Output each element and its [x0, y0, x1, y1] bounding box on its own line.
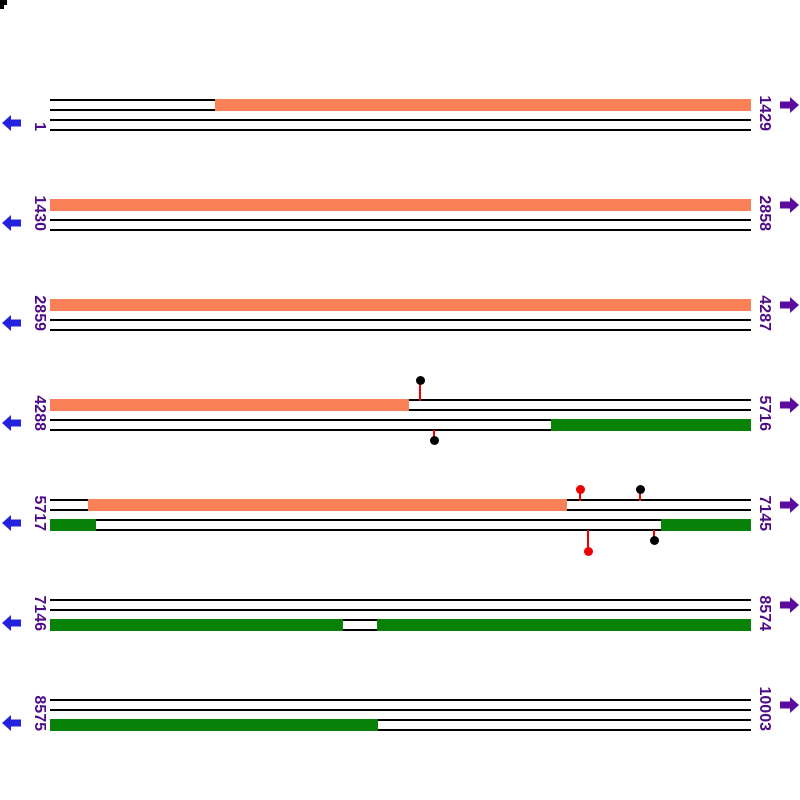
track-line	[50, 699, 751, 701]
marker-dot-black	[649, 535, 659, 545]
track-line	[50, 529, 751, 531]
track-line	[50, 709, 751, 711]
track-line	[50, 229, 751, 231]
marker-stem	[639, 489, 641, 501]
segment-start-coordinate: 8575	[31, 695, 48, 731]
next-segment-arrow-icon	[780, 197, 799, 213]
marker-stem	[587, 530, 589, 551]
next-segment-arrow-icon	[780, 97, 799, 113]
track-line	[50, 329, 751, 331]
marker-dot-red	[575, 484, 585, 494]
track-line	[50, 419, 751, 421]
orf-feature-reverse	[661, 519, 751, 531]
orf-feature-forward	[215, 99, 751, 111]
segment-start-coordinate: 1430	[31, 195, 48, 231]
segment-end-coordinate: 7145	[756, 495, 773, 531]
marker-stem	[653, 530, 655, 540]
prev-segment-arrow-icon	[2, 315, 21, 331]
segment-end-coordinate: 4287	[756, 295, 773, 331]
track-line	[50, 719, 751, 721]
segment-start-coordinate: 4288	[31, 395, 48, 431]
segment-start-coordinate: 5717	[31, 495, 48, 531]
segment-start-coordinate: 1	[31, 122, 48, 131]
segment-end-coordinate: 5716	[756, 395, 773, 431]
orf-feature-forward	[50, 399, 409, 411]
prev-segment-arrow-icon	[2, 715, 21, 731]
marker-dot-black	[635, 484, 645, 494]
orf-feature-reverse	[50, 719, 378, 731]
marker-dot-black	[429, 435, 439, 445]
prev-segment-arrow-icon	[2, 615, 21, 631]
track-line	[50, 319, 751, 321]
segment-start-coordinate: 7146	[31, 595, 48, 631]
next-segment-arrow-icon	[780, 397, 799, 413]
track-line	[50, 599, 751, 601]
marker-stem	[419, 380, 421, 401]
orf-feature-reverse	[50, 619, 343, 631]
marker-dot-red	[583, 546, 593, 556]
orf-feature-reverse	[50, 519, 96, 531]
prev-segment-arrow-icon	[2, 115, 21, 131]
track-line	[50, 429, 751, 431]
segment-start-coordinate: 2859	[31, 295, 48, 331]
marker-dot-black	[415, 375, 425, 385]
segment-end-coordinate: 1429	[756, 95, 773, 131]
track-line	[50, 119, 751, 121]
segment-end-coordinate: 2858	[756, 195, 773, 231]
next-segment-arrow-icon	[780, 297, 799, 313]
track-line	[50, 519, 751, 521]
marker-stem	[433, 430, 435, 440]
track-line	[50, 729, 751, 731]
track-line	[50, 609, 751, 611]
marker-stem	[579, 489, 581, 501]
next-segment-arrow-icon	[780, 497, 799, 513]
prev-segment-arrow-icon	[2, 515, 21, 531]
orf-feature-forward	[50, 199, 751, 211]
orf-feature-forward	[50, 299, 751, 311]
clipped-glyph-mark	[0, 0, 8, 9]
segment-end-coordinate: 8574	[756, 595, 773, 631]
prev-segment-arrow-icon	[2, 215, 21, 231]
segment-end-coordinate: 10003	[756, 686, 773, 732]
track-line	[50, 129, 751, 131]
track-line	[50, 219, 751, 221]
orf-feature-forward	[88, 499, 567, 511]
next-segment-arrow-icon	[780, 597, 799, 613]
next-segment-arrow-icon	[780, 697, 799, 713]
prev-segment-arrow-icon	[2, 415, 21, 431]
orf-feature-reverse	[551, 419, 751, 431]
orf-feature-reverse	[377, 619, 751, 631]
